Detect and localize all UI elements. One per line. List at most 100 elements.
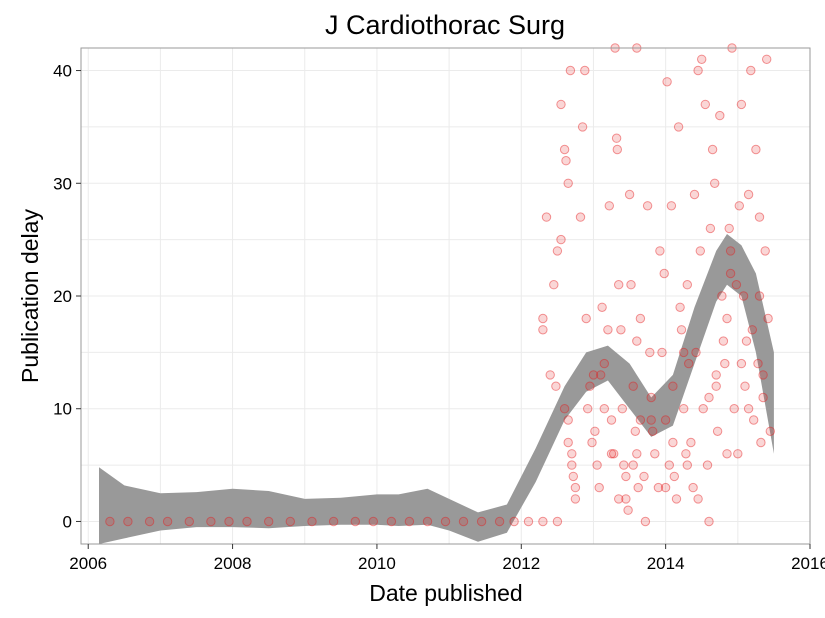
data-point <box>686 437 696 448</box>
x-tick-label: 2006 <box>69 554 107 573</box>
data-point <box>669 471 679 482</box>
data-point <box>577 122 588 132</box>
data-point <box>664 460 674 470</box>
data-point <box>756 437 766 448</box>
data-point <box>717 291 727 301</box>
data-point <box>693 65 703 76</box>
data-point <box>722 313 732 324</box>
data-point <box>684 358 694 369</box>
data-point <box>763 313 773 324</box>
data-point <box>676 325 687 335</box>
data-point <box>541 212 552 222</box>
data-point <box>648 426 658 436</box>
data-point <box>725 268 736 279</box>
y-tick-label: 40 <box>53 62 72 81</box>
data-point <box>722 449 732 459</box>
data-point <box>700 99 710 110</box>
data-point <box>628 460 638 470</box>
data-point <box>657 347 667 358</box>
data-point <box>570 494 581 504</box>
x-tick-label: 2010 <box>358 554 396 573</box>
data-point <box>725 246 736 256</box>
data-point <box>590 426 600 436</box>
x-tick-label: 2012 <box>502 554 540 573</box>
data-point <box>350 516 360 527</box>
data-point <box>592 460 602 470</box>
data-point <box>720 358 730 369</box>
data-point <box>704 392 714 403</box>
data-point <box>697 54 707 64</box>
data-point <box>724 223 734 234</box>
data-point <box>628 381 638 391</box>
data-point <box>741 336 752 346</box>
data-point <box>552 516 563 527</box>
smooth-band <box>99 234 774 544</box>
data-point <box>580 65 590 76</box>
data-point <box>639 471 649 482</box>
data-point <box>762 54 772 64</box>
data-point <box>765 426 775 436</box>
data-point <box>653 482 664 493</box>
data-point <box>603 325 613 335</box>
data-point <box>751 144 761 155</box>
data-point <box>747 325 757 335</box>
data-point <box>162 516 173 527</box>
data-point <box>632 336 642 346</box>
x-tick-label: 2008 <box>214 554 252 573</box>
data-point <box>711 381 721 391</box>
data-point <box>659 268 669 279</box>
data-point <box>285 516 295 527</box>
data-point <box>740 381 750 391</box>
data-point <box>673 122 684 132</box>
data-point <box>581 313 591 324</box>
data-point <box>754 291 765 301</box>
data-point <box>616 325 626 335</box>
data-point <box>594 482 604 493</box>
data-point <box>619 460 629 470</box>
data-point <box>545 370 555 380</box>
data-point <box>565 65 576 76</box>
data-point <box>743 404 754 414</box>
data-point <box>264 516 274 527</box>
data-point <box>563 437 573 448</box>
data-point <box>559 144 570 155</box>
data-point <box>597 302 607 312</box>
data-point <box>596 370 606 380</box>
data-point <box>567 449 577 459</box>
data-point <box>660 415 671 425</box>
data-point <box>760 246 770 256</box>
data-point <box>640 516 651 527</box>
data-point <box>731 280 742 290</box>
data-point <box>650 449 660 459</box>
data-point <box>538 325 548 335</box>
data-point <box>668 381 678 391</box>
data-point <box>523 516 534 527</box>
data-point <box>642 201 653 211</box>
data-point <box>604 201 614 211</box>
data-point <box>646 392 656 403</box>
y-tick-label: 0 <box>63 512 72 531</box>
data-point <box>736 358 747 369</box>
data-point <box>623 505 633 515</box>
data-point <box>368 516 378 527</box>
data-point <box>710 178 720 189</box>
data-point <box>702 460 713 470</box>
data-point <box>476 516 487 527</box>
data-point <box>712 426 723 436</box>
data-point <box>242 516 252 527</box>
y-tick-label: 30 <box>53 174 72 193</box>
data-point <box>624 189 635 200</box>
data-point <box>538 516 548 527</box>
data-point <box>105 516 115 527</box>
data-point <box>123 516 133 527</box>
data-point <box>588 370 599 380</box>
confidence-band <box>99 234 774 544</box>
data-point <box>734 201 744 211</box>
data-point <box>563 178 573 189</box>
data-point <box>736 99 747 110</box>
data-point <box>632 449 642 459</box>
data-point <box>704 516 714 527</box>
data-point <box>754 212 765 222</box>
data-point <box>746 65 756 76</box>
